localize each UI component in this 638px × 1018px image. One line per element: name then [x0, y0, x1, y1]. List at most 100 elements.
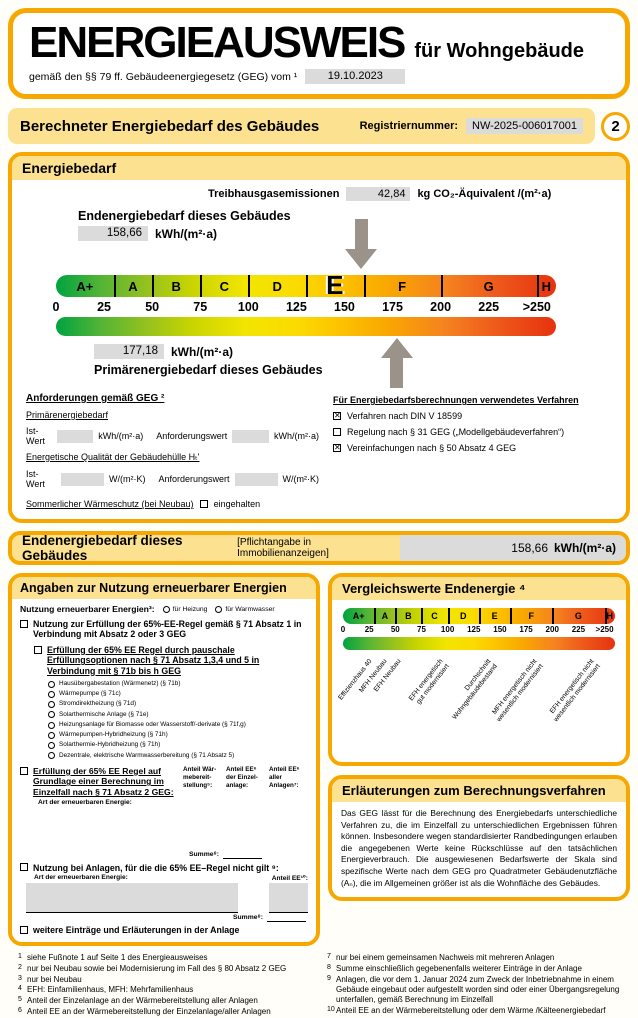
pauschal-option-label: Solarthermische Anlage (§ 71e) — [59, 710, 149, 718]
pauschale-erfuellung-checkbox[interactable] — [34, 645, 42, 654]
scale-tick-100: 100 — [237, 300, 259, 314]
scale-divider — [510, 608, 513, 624]
scale-class-H: H — [606, 611, 614, 621]
footnote-text: nur bei Neubau — [27, 974, 82, 984]
footnote-5: 5 Anteil der Einzelanlage an der Wärmeber… — [18, 996, 317, 1006]
anforderungswert-field-w[interactable] — [234, 472, 278, 486]
pauschal-option: Hausübergabestation (Wärmenetz) (§ 71b) — [48, 679, 308, 689]
scale-tick-75: 75 — [193, 300, 208, 314]
scale-divider — [536, 275, 539, 297]
ist-wert-field-w[interactable] — [60, 472, 104, 486]
ist-wert-unit: kWh/(m²·a) — [98, 431, 144, 441]
einzelfall-checkbox[interactable] — [20, 766, 28, 775]
footnote-text: Anlagen, die vor dem 1. Januar 2024 zum … — [336, 974, 620, 1005]
scale-tick-100: 100 — [440, 625, 455, 634]
gebaeudehuelle-heading: Energetische Qualität der Gebäudehülle H… — [26, 452, 200, 462]
pauschal-radio-3[interactable] — [48, 701, 55, 708]
energie-art-input-3[interactable] — [26, 882, 238, 913]
scale-tick-200: 200 — [545, 625, 559, 634]
erlaeuterungen-box: Erläuterungen zum Berechnungsverfahren D… — [328, 775, 630, 902]
verfahren-title: Für Energiebedarfsberechnungen verwendet… — [333, 395, 579, 405]
scale-class-G: G — [574, 611, 582, 621]
verfahren-item-label: Vereinfachungen nach § 50 Absatz 4 GEG — [347, 443, 517, 453]
endenergiebedarf-label: Endenergiebedarf dieses Gebäudes — [78, 209, 291, 223]
pauschale-erfuellung-label: Erfüllung der 65% EE Regel durch pauscha… — [47, 644, 260, 676]
footnote-marker: 6 — [18, 1007, 22, 1015]
scale-tick-50: 50 — [390, 625, 400, 634]
scale-divider — [447, 608, 450, 624]
comparison-gradient-bar — [343, 637, 615, 650]
verfahren-checkbox-3[interactable] — [333, 444, 341, 452]
pauschal-radio-5[interactable] — [48, 721, 55, 729]
verfahren-item-label: Regelung nach § 31 GEG („Modellgebäudeve… — [347, 427, 565, 437]
footnotes-left: 1 siehe Fußnote 1 auf Seite 1 des Energie… — [18, 953, 317, 1018]
page-subtitle: für Wohngebäude — [414, 40, 585, 62]
footnotes-right: 7 nur bei einem gemeinsamen Nachweis mit … — [327, 953, 626, 1018]
verfahren-column: Für Energiebedarfsberechnungen verwendet… — [333, 393, 612, 509]
verfahren-item-label: Verfahren nach DIN V 18599 — [347, 411, 463, 421]
issue-date-field[interactable]: 19.10.2023 — [305, 69, 406, 84]
footnote-marker: 9 — [327, 974, 331, 982]
scale-tick-75: 75 — [417, 625, 426, 634]
pauschal-option: Wärmepumpe (§ 71c) — [48, 689, 308, 699]
pauschal-radio-6[interactable] — [48, 731, 55, 739]
footnote-1: 1 siehe Fußnote 1 auf Seite 1 des Energie… — [18, 953, 317, 963]
registration-number-field[interactable]: NW-2025-006017001 — [466, 118, 583, 134]
endenergiebedarf-unit: kWh/(m²·a) — [155, 226, 217, 241]
ghg-value-field[interactable]: 42,84 — [346, 187, 411, 201]
footnote-marker: 2 — [18, 963, 22, 971]
eingehalten-checkbox[interactable] — [199, 500, 208, 508]
vergleichswerte-box: Vergleichswerte Endenergie ⁴ A+ A B C D E F G H … — [328, 573, 630, 766]
footnote-4: 4 EFH: Einfamilienhaus, MFH: Mehrfamilien… — [18, 985, 317, 995]
nicht-gilt-checkbox[interactable] — [20, 862, 28, 871]
pauschal-radio-7[interactable] — [48, 742, 55, 749]
scale-tick-50: 50 — [145, 300, 160, 314]
ee-regel-checkbox[interactable] — [20, 620, 28, 628]
heizung-radio[interactable] — [162, 605, 170, 613]
anforderungswert-field-kwh[interactable] — [232, 429, 270, 443]
scale-class-D: D — [460, 611, 467, 621]
footnote-text: nur bei einem gemeinsamen Nachweis mit m… — [336, 952, 555, 962]
scale-class-A: A — [381, 611, 389, 621]
scale-tick-150: 150 — [493, 625, 507, 634]
anteil-ee10-input[interactable] — [269, 882, 308, 913]
pauschal-radio-1[interactable] — [48, 680, 55, 688]
pauschal-option-label: Hausübergabestation (Wärmenetz) (§ 71b) — [59, 679, 181, 687]
footnote-marker: 4 — [18, 985, 22, 993]
warmwasser-label: für Warmwasser — [225, 605, 275, 613]
verfahren-checkbox-2[interactable] — [333, 428, 341, 436]
anforderungswert-unit: kWh/(m²·a) — [274, 431, 320, 441]
ist-wert-field-kwh[interactable] — [56, 429, 94, 443]
scale-divider — [421, 608, 424, 624]
footnote-10: 10 Anteil EE an der Wärmebereitstellung o… — [327, 1006, 626, 1016]
pauschal-radio-2[interactable] — [48, 690, 55, 698]
endenergiebedarf-bar: Endenergiebedarf dieses Gebäudes [Pflich… — [8, 531, 630, 565]
verfahren-item: Vereinfachungen nach § 50 Absatz 4 GEG — [333, 443, 612, 453]
pauschal-radio-4[interactable] — [48, 711, 55, 719]
sommerlicher-waermeschutz-heading: Sommerlicher Wärmeschutz (bei Neubau) — [26, 499, 194, 509]
erlaeuterungen-text: Das GEG lässt für die Berechnung des Ene… — [341, 808, 617, 888]
footnote-text: Anteil EE an der Wärmebereitstellung ode… — [336, 1006, 606, 1016]
scale-tick-0: 0 — [52, 300, 60, 314]
endenergiebedarf-value-field[interactable]: 158,66 — [78, 226, 148, 241]
scale-tick-125: 125 — [467, 625, 481, 634]
weitere-eintraege-checkbox[interactable] — [20, 925, 28, 934]
pauschal-option: Stromdirektheizung (§ 71d) — [48, 699, 308, 709]
pauschal-radio-8[interactable] — [48, 752, 55, 760]
verfahren-checkbox-1[interactable] — [333, 412, 341, 420]
primaerenergiebedarf-value-field[interactable]: 177,18 — [94, 344, 164, 359]
scale-class-B: B — [171, 279, 181, 294]
summe-label-1: Summe⁸: — [188, 850, 219, 858]
scale-divider — [200, 275, 203, 297]
comparison-ticks: 0 25 50 75 100 125 150 175 200 225 >250 — [341, 625, 615, 636]
warmwasser-radio[interactable] — [215, 605, 223, 613]
ist-wert-unit-2: W/(m²·K) — [108, 474, 146, 484]
ghg-label: Treibhausgasemissionen — [208, 188, 340, 200]
scale-class-E: E — [491, 611, 498, 621]
energiebedarf-header: Energiebedarf — [12, 156, 626, 180]
scale-divider — [440, 275, 443, 297]
scale-divider — [395, 608, 398, 624]
pauschal-option-label: Stromdirektheizung (§ 71d) — [59, 700, 137, 708]
energy-scale: A+ A B C D E F G H 0 25 50 75 100 125 150 175 200 225 >250 — [52, 219, 556, 388]
pauschal-option-label: Heizungsanlage für Biomasse oder Wassers… — [59, 720, 246, 728]
